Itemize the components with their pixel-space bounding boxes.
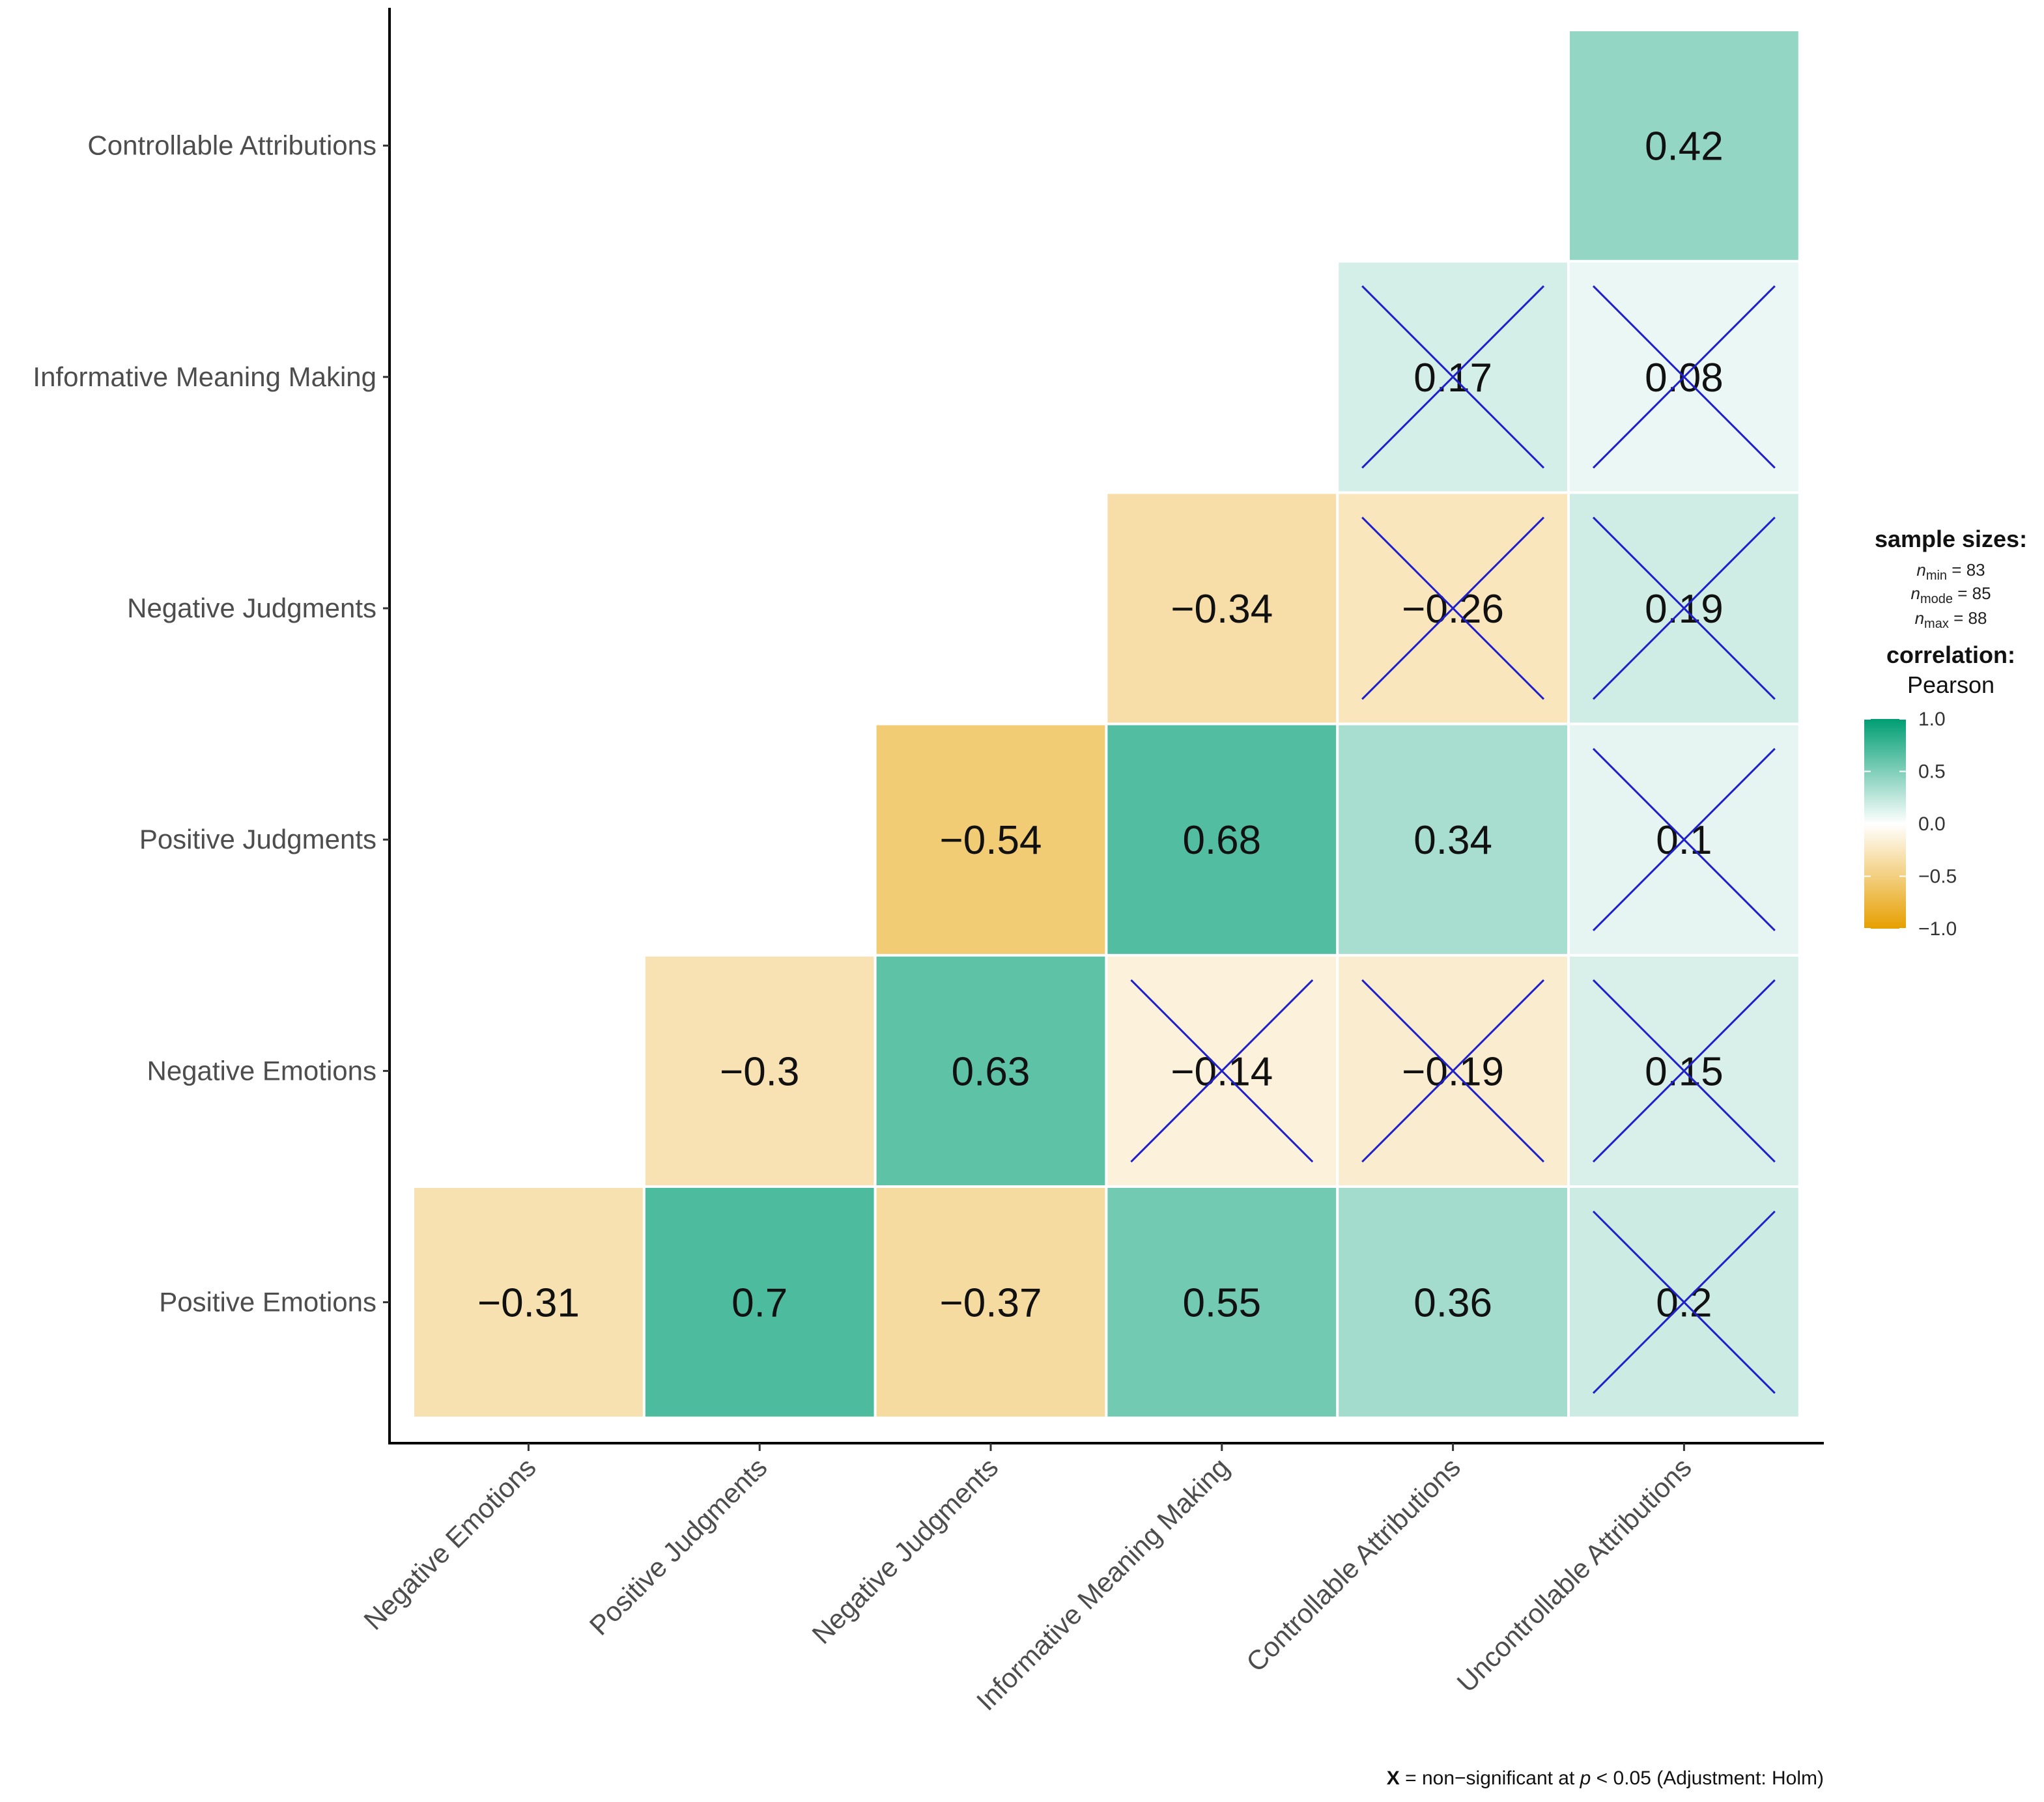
cell-negative-emotions-x-negative-judgments: 0.63 (876, 956, 1105, 1185)
heatmap-cell (876, 1188, 1105, 1417)
y-tick-label-positive-judgments: Positive Judgments (139, 824, 376, 854)
legend-sample-title: sample sizes: (1875, 526, 2027, 552)
cell-value-label: 0.55 (1182, 1281, 1261, 1326)
y-tick-label-negative-emotions: Negative Emotions (147, 1055, 376, 1086)
x-tick-label-negative-emotions: Negative Emotions (358, 1452, 542, 1636)
legend-correlation-title: correlation: (1886, 641, 2015, 668)
cell-negative-judgments-x-controllable-attributions: −0.26 (1339, 494, 1567, 723)
nonsignificant-cross-line (1130, 979, 1314, 1163)
x-tick-label-negative-judgments: Negative Judgments (806, 1452, 1004, 1650)
cell-value-label: −0.31 (477, 1281, 580, 1326)
legend: sample sizes: nmin = 83 nmode = 85 nmax … (1864, 526, 2027, 940)
legend-ticks: 1.0 0.5 0.0 −0.5 −1.0 (1864, 709, 1957, 940)
cell-positive-emotions-x-positive-judgments: 0.7 (645, 1188, 874, 1417)
legend-tick-label: 1.0 (1918, 709, 1946, 730)
y-tick-label-positive-emotions: Positive Emotions (159, 1287, 376, 1317)
cell-value-label: 0.68 (1182, 818, 1261, 863)
cell-value-label: 0.34 (1413, 818, 1492, 863)
cell-value-label: −0.34 (1171, 587, 1273, 632)
cell-value-label: 0.63 (952, 1049, 1030, 1094)
legend-tick-label: 0.5 (1918, 761, 1946, 783)
x-tick-label-informative-meaning-making: Informative Meaning Making (971, 1452, 1235, 1716)
legend-n-min: nmin = 83 (1916, 560, 1985, 583)
legend-n-max: nmax = 88 (1915, 608, 1987, 631)
x-tick-label-positive-judgments: Positive Judgments (584, 1452, 773, 1641)
heatmap-cell (1107, 494, 1337, 723)
heatmap-cell (645, 956, 874, 1185)
nonsignificant-cross-line (1361, 285, 1545, 469)
cell-negative-judgments-x-informative-meaning-making: −0.34 (1107, 494, 1337, 723)
cell-positive-judgments-x-uncontrollable-attributions: 0.1 (1570, 725, 1798, 954)
cell-negative-judgments-x-uncontrollable-attributions: 0.19 (1570, 494, 1798, 723)
heatmap-cell (1339, 1188, 1567, 1417)
heatmap-cells: 0.42 0.170.08 −0.34 −0.260.19 −0.54 0.68 0.34 0… (414, 31, 1798, 1417)
y-tick-label-informative-meaning-making: Informative Meaning Making (33, 361, 376, 392)
cell-positive-emotions-x-uncontrollable-attributions: 0.2 (1570, 1188, 1798, 1417)
axes (388, 8, 1824, 1444)
cell-positive-emotions-x-negative-emotions: −0.31 (414, 1188, 643, 1417)
cell-positive-emotions-x-informative-meaning-making: 0.55 (1107, 1188, 1337, 1417)
heatmap-cell (1107, 1188, 1337, 1417)
cell-positive-emotions-x-controllable-attributions: 0.36 (1339, 1188, 1567, 1417)
cell-value-label: −0.54 (940, 818, 1042, 863)
legend-tick-label: −0.5 (1918, 866, 1957, 888)
x-axis-ticks: Negative Emotions Positive Judgments Negat… (358, 1443, 1697, 1716)
nonsignificant-cross-line (1592, 979, 1776, 1163)
nonsignificant-cross-line (1592, 516, 1776, 700)
cell-positive-judgments-x-negative-judgments: −0.54 (876, 725, 1105, 954)
legend-colorbar (1864, 719, 1906, 929)
heatmap-cell (1339, 725, 1567, 954)
cell-negative-emotions-x-uncontrollable-attributions: 0.15 (1570, 956, 1798, 1185)
y-tick-label-negative-judgments: Negative Judgments (127, 593, 376, 623)
cell-negative-emotions-x-informative-meaning-making: −0.14 (1107, 956, 1337, 1185)
cell-value-label: −0.37 (940, 1281, 1042, 1326)
legend-tick-label: −1.0 (1918, 918, 1957, 940)
cell-positive-emotions-x-negative-judgments: −0.37 (876, 1188, 1105, 1417)
x-tick-label-uncontrollable-attributions: Uncontrollable Attributions (1451, 1452, 1697, 1698)
y-axis-ticks: Controllable Attributions Informative Mea… (33, 130, 390, 1317)
legend-n-mode: nmode = 85 (1910, 584, 1991, 606)
heatmap-cell (876, 725, 1105, 954)
cell-positive-judgments-x-controllable-attributions: 0.34 (1339, 725, 1567, 954)
legend-tick-label: 0.0 (1918, 813, 1946, 835)
nonsignificant-cross-line (1361, 516, 1545, 700)
cell-informative-meaning-making-x-controllable-attributions: 0.17 (1339, 262, 1567, 492)
cell-value-label: 0.7 (731, 1281, 788, 1326)
nonsignificant-cross-line (1592, 1210, 1776, 1394)
nonsignificant-cross-line (1592, 285, 1776, 469)
x-tick-label-controllable-attributions: Controllable Attributions (1240, 1452, 1466, 1678)
heatmap-cell (414, 1188, 643, 1417)
cell-positive-judgments-x-informative-meaning-making: 0.68 (1107, 725, 1337, 954)
cell-informative-meaning-making-x-uncontrollable-attributions: 0.08 (1570, 262, 1798, 492)
nonsignificant-cross-line (1592, 748, 1776, 931)
cell-value-label: 0.42 (1645, 124, 1724, 169)
legend-correlation-method: Pearson (1907, 671, 1994, 698)
nonsignificant-cross-line (1361, 979, 1545, 1163)
heatmap-cell (1570, 31, 1798, 260)
cell-value-label: 0.36 (1413, 1281, 1492, 1326)
cell-negative-emotions-x-controllable-attributions: −0.19 (1339, 956, 1567, 1185)
heatmap-cell (645, 1188, 874, 1417)
heatmap-cell (876, 956, 1105, 1185)
heatmap-cell (1107, 725, 1337, 954)
cell-value-label: −0.3 (720, 1049, 799, 1094)
cell-controllable-attributions-x-uncontrollable-attributions: 0.42 (1570, 31, 1798, 260)
y-tick-label-controllable-attributions: Controllable Attributions (87, 130, 376, 161)
significance-caption: X = non−significant at p < 0.05 (Adjustm… (1387, 1767, 1824, 1789)
cell-negative-emotions-x-positive-judgments: −0.3 (645, 956, 874, 1185)
